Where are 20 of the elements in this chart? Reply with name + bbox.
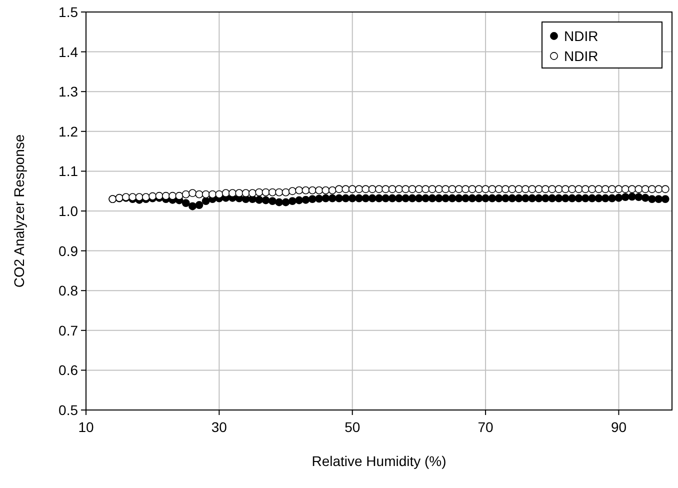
legend-label: NDIR bbox=[564, 28, 598, 44]
y-tick-label: 1.4 bbox=[58, 44, 78, 60]
x-tick-label: 10 bbox=[78, 419, 94, 435]
y-tick-label: 0.8 bbox=[58, 282, 78, 299]
y-tick-label: 0.5 bbox=[58, 402, 78, 418]
y-tick-label: 0.6 bbox=[58, 362, 78, 378]
y-tick-label: 0.9 bbox=[58, 242, 78, 259]
x-tick-label: 50 bbox=[344, 419, 360, 435]
x-axis-title: Relative Humidity (%) bbox=[312, 453, 446, 469]
y-axis-title: CO2 Analyzer Response bbox=[11, 134, 27, 288]
y-tick-label: 1.5 bbox=[58, 4, 78, 20]
x-tick-label: 90 bbox=[610, 419, 627, 435]
x-tick-label: 70 bbox=[478, 419, 494, 435]
y-tick-label: 0.7 bbox=[58, 322, 78, 338]
y-tick-label: 1.1 bbox=[58, 163, 78, 180]
y-tick-label: 1.0 bbox=[58, 203, 78, 219]
y-tick-label: 1.2 bbox=[58, 123, 78, 140]
x-tick-label: 30 bbox=[211, 419, 228, 435]
legend-label: NDIR bbox=[564, 48, 598, 64]
y-tick-label: 1.3 bbox=[58, 84, 78, 100]
